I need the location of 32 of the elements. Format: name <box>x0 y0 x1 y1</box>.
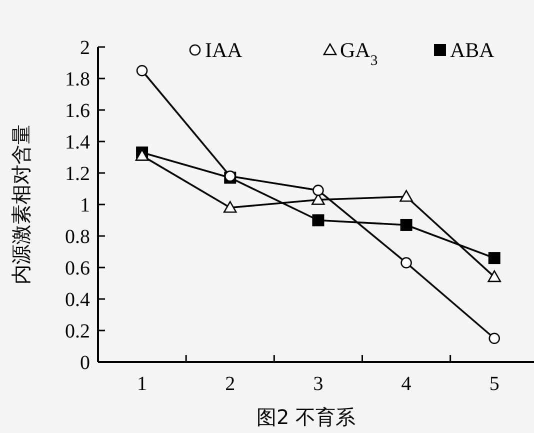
y-tick-label: 1.4 <box>65 132 90 154</box>
point <box>136 64 148 76</box>
point <box>135 149 149 161</box>
y-tick-label: 0 <box>80 352 90 374</box>
point <box>488 252 500 264</box>
point <box>400 257 412 268</box>
legend-label: ABA <box>450 38 496 62</box>
x-tick-label: 3 <box>313 373 324 395</box>
point <box>400 190 413 202</box>
y-tick-label: 0.8 <box>65 226 90 248</box>
x-tick-label: 2 <box>225 373 236 395</box>
x-tick-label: 4 <box>401 373 412 395</box>
y-tick-label: 1.8 <box>65 68 90 90</box>
y-tick-label: 0.4 <box>65 289 90 311</box>
point <box>312 184 324 196</box>
point <box>488 332 500 344</box>
y-tick-label: 1.2 <box>65 163 90 185</box>
x-tick-label: 5 <box>489 373 500 395</box>
y-tick-label: 0.2 <box>65 320 90 342</box>
y-tick-label: 1 <box>80 194 90 216</box>
point <box>223 201 237 213</box>
point <box>488 270 502 282</box>
y-tick-label: 0.6 <box>65 258 90 280</box>
x-tick-label: 1 <box>137 373 148 395</box>
legend-label: GA$_{3}$ <box>340 38 378 69</box>
y-axis-title: 内源激素相对含量 <box>9 124 33 284</box>
point <box>312 214 324 226</box>
point <box>400 218 412 231</box>
y-tick-label: 2 <box>80 37 90 59</box>
y-tick-label: 1.6 <box>65 100 90 122</box>
legend-label: IAA <box>205 38 244 62</box>
x-axis-title: 图2 不育系 <box>256 405 356 429</box>
